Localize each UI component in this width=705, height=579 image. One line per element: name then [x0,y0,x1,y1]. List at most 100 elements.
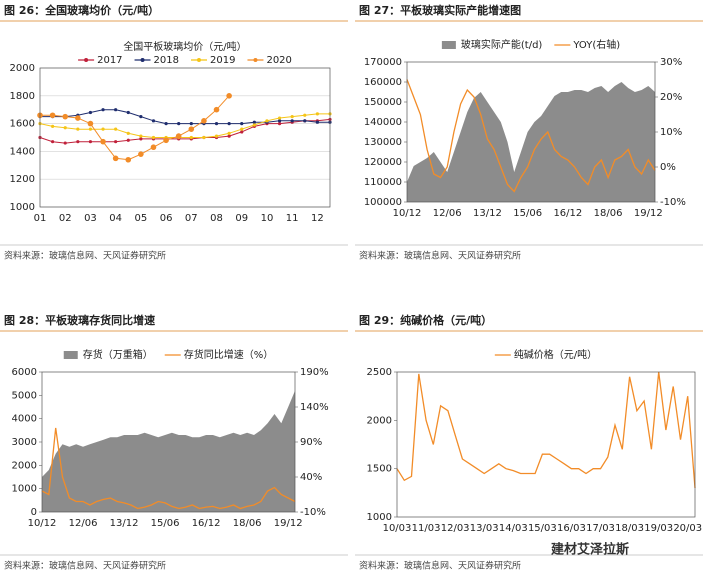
legend-label: 2018 [154,55,179,66]
x-tick-label: 14/03 [499,523,528,534]
x-tick-label: 12/06 [433,208,462,219]
marker [75,115,81,121]
legend-item: 纯碱价格（元/吨） [494,348,597,361]
x-tick-label: 13/12 [473,208,502,219]
marker [151,119,156,123]
legend-swatch [63,351,78,359]
marker [63,126,67,130]
x-tick-label: 19/03 [644,523,673,534]
marker [277,122,282,126]
marker [164,122,168,126]
legend-item: 玻璃实际产能(t/d) [441,38,543,51]
y-tick-label: 1800 [10,91,35,102]
marker [240,130,244,134]
marker [151,135,156,140]
y-tick-label: 1200 [10,174,35,185]
marker [163,137,169,144]
legend-label: 纯碱价格（元/吨） [514,348,597,361]
x-tick-label: 02 [59,213,72,224]
y2-tick-label: 140% [300,402,329,413]
x-tick-label: 12/06 [69,518,98,529]
y-tick-label: 170000 [364,57,402,68]
y-tick-label: 2000 [10,63,35,74]
legend-label: 玻璃实际产能(t/d) [461,38,543,51]
y2-tick-label: -10% [660,197,686,208]
figure-caption: 图 27：平板玻璃实际产能增速图 [359,3,521,17]
figure-caption: 图 29：纯碱价格（元/吨） [359,313,492,327]
marker [114,140,118,144]
x-tick-label: 12/03 [441,523,470,534]
marker [62,113,69,120]
y-tick-label: 1500 [367,464,392,475]
marker [290,119,294,123]
marker [303,113,307,117]
x-tick-label: 09 [235,213,248,224]
legend-label: 2017 [97,55,122,66]
marker [277,119,282,123]
legend-item: YOY(右轴) [554,38,620,51]
marker [290,115,294,119]
x-tick-label: 10/12 [28,518,57,529]
marker [51,140,55,144]
y-tick-label: 100000 [364,197,402,208]
plot-frame [41,371,296,513]
marker [139,115,143,119]
panel: 图 29：纯碱价格（元/吨） 资料来源：玻璃信息网、天风证券研究所 1000 1500… [355,313,703,572]
x-tick-label: 11 [286,213,299,224]
y-tick-label: 1400 [10,146,35,157]
marker [227,134,231,138]
legend-marker [84,58,89,62]
x-tick-label: 17/03 [586,523,615,534]
y-tick-label: 130000 [364,137,402,148]
marker [315,112,319,116]
area [42,390,295,512]
x-tick-label: 04 [109,213,122,224]
marker [252,120,256,124]
marker [139,134,143,138]
y-tick-label: 2500 [367,367,392,378]
legend-label: 存货（万重箱） [83,348,153,361]
y-tick-label: 1600 [10,119,35,130]
marker [112,155,119,162]
legend-item: 2018 [134,55,179,66]
y-tick-label: 3000 [12,437,37,448]
x-tick-label: 15/06 [513,208,542,219]
x-tick-label: 15/03 [528,523,557,534]
figure-caption: 图 26：全国玻璃均价（元/吨） [4,3,159,17]
x-tick-label: 01 [34,213,47,224]
marker [88,110,93,115]
x-tick-label: 16/03 [557,523,586,534]
x-tick-label: 06 [160,213,173,224]
y-tick-label: 110000 [364,177,402,188]
line [39,118,331,144]
line [39,113,330,138]
y-tick-label: 2000 [12,460,37,471]
x-tick-label: 18/06 [233,518,262,529]
marker [303,119,307,123]
x-tick-label: 10/03 [383,523,412,534]
plot-frame [406,61,656,203]
marker [51,124,55,128]
line [40,109,330,125]
marker [265,119,269,123]
legend-label: 2019 [210,55,235,66]
legend-swatch [441,41,456,49]
x-tick-label: 07 [185,213,198,224]
marker [114,127,118,131]
legend-item: 存货（万重箱） [63,348,153,361]
y2-tick-label: 10% [660,127,682,138]
watermark: 建材艾泽拉斯 [551,542,629,558]
marker [315,120,319,124]
marker [189,122,193,126]
y2-tick-label: 20% [660,92,682,103]
marker [139,137,143,141]
figure-caption: 图 28：平板玻璃存货同比增速 [4,313,155,327]
y2-tick-label: 90% [300,437,322,448]
line [406,79,656,193]
x-tick-label: 15/06 [151,518,180,529]
marker [87,120,94,127]
legend-label: 2020 [266,55,291,66]
x-tick-label: 10/12 [393,208,422,219]
marker [88,140,93,144]
marker [213,106,220,113]
